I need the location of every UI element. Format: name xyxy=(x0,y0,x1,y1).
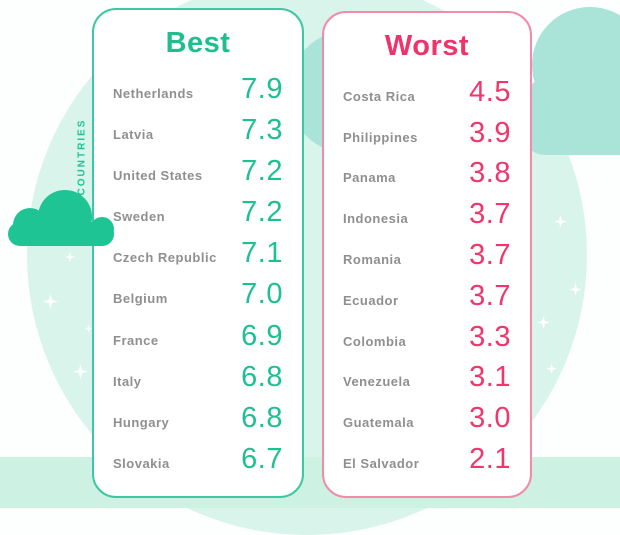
country-label: Indonesia xyxy=(343,211,409,227)
country-label: Sweden xyxy=(113,209,166,225)
worst-rows: Costa Rica 4.5 Philippines 3.9 Panama 3.8 I… xyxy=(343,72,511,480)
score-value: 3.7 xyxy=(469,198,511,231)
countries-axis-label: COUNTRIES xyxy=(76,118,88,196)
country-label: Italy xyxy=(113,373,142,389)
country-label: Guatemala xyxy=(343,415,414,431)
best-panel: Best Netherlands 7.9 Latvia 7.3 United Sta… xyxy=(92,8,304,498)
score-value: 4.5 xyxy=(469,75,511,108)
score-value: 3.0 xyxy=(469,402,511,435)
country-label: Venezuela xyxy=(343,374,411,390)
table-row: Indonesia 3.7 xyxy=(343,200,511,229)
country-label: Panama xyxy=(343,170,396,186)
country-label: Ecuador xyxy=(343,292,399,308)
panel-title-worst: Worst xyxy=(384,30,470,62)
table-row: Latvia 7.3 xyxy=(113,113,283,146)
table-row: Panama 3.8 xyxy=(343,159,511,188)
score-value: 3.1 xyxy=(469,361,511,394)
score-value: 2.1 xyxy=(469,443,511,476)
score-value: 6.8 xyxy=(241,360,283,393)
score-value: 3.7 xyxy=(469,238,511,271)
table-row: Ecuador 3.7 xyxy=(343,279,511,312)
score-value: 7.9 xyxy=(241,72,283,105)
sparkle-icon xyxy=(546,363,557,374)
score-value: 7.3 xyxy=(241,113,283,146)
cloud-left-icon xyxy=(8,190,114,246)
score-value: 6.7 xyxy=(241,442,283,475)
table-row: Romania 3.7 xyxy=(343,238,511,271)
table-row: Sweden 7.2 xyxy=(113,198,283,227)
table-row: El Salvador 2.1 xyxy=(343,445,511,474)
score-value: 3.9 xyxy=(469,116,511,149)
score-value: 7.2 xyxy=(241,155,283,188)
table-row: Hungary 6.8 xyxy=(113,401,283,434)
table-row: United States 7.2 xyxy=(113,157,283,186)
table-row: Costa Rica 4.5 xyxy=(343,75,511,108)
table-row: Belgium 7.0 xyxy=(113,280,283,309)
country-label: Belgium xyxy=(113,291,168,307)
sparkle-icon xyxy=(84,324,93,333)
table-row: Czech Republic 7.1 xyxy=(113,239,283,268)
score-value: 6.8 xyxy=(241,401,283,434)
table-row: Philippines 3.9 xyxy=(343,116,511,149)
best-rows: Netherlands 7.9 Latvia 7.3 United States 7.… xyxy=(113,69,283,480)
table-row: Netherlands 7.9 xyxy=(113,72,283,105)
score-value: 3.3 xyxy=(469,320,511,353)
country-label: Romania xyxy=(343,251,402,267)
score-value: 7.2 xyxy=(241,196,283,229)
table-row: Italy 6.8 xyxy=(113,360,283,393)
table-row: Guatemala 3.0 xyxy=(343,404,511,433)
country-label: France xyxy=(113,332,159,348)
table-row: France 6.9 xyxy=(113,319,283,352)
sparkle-icon xyxy=(65,252,75,262)
country-label: Colombia xyxy=(343,333,407,349)
score-value: 7.1 xyxy=(241,237,283,270)
worst-panel: Worst Costa Rica 4.5 Philippines 3.9 Panam… xyxy=(322,11,532,498)
country-label: United States xyxy=(113,168,203,184)
table-row: Colombia 3.3 xyxy=(343,320,511,353)
country-label: Hungary xyxy=(113,414,170,430)
country-label: Netherlands xyxy=(113,85,194,101)
panel-title-best: Best xyxy=(165,27,231,59)
country-label: Philippines xyxy=(343,129,418,145)
country-label: Slovakia xyxy=(113,455,170,471)
score-value: 3.8 xyxy=(469,157,511,190)
score-value: 6.9 xyxy=(241,319,283,352)
table-row: Slovakia 6.7 xyxy=(113,442,283,475)
table-row: Venezuela 3.1 xyxy=(343,363,511,392)
country-label: Costa Rica xyxy=(343,88,416,104)
cloud-top-right-icon xyxy=(517,7,620,155)
score-value: 3.7 xyxy=(469,279,511,312)
score-value: 7.0 xyxy=(241,278,283,311)
country-label: Czech Republic xyxy=(113,250,217,266)
country-label: Latvia xyxy=(113,126,154,142)
country-label: El Salvador xyxy=(343,456,420,472)
